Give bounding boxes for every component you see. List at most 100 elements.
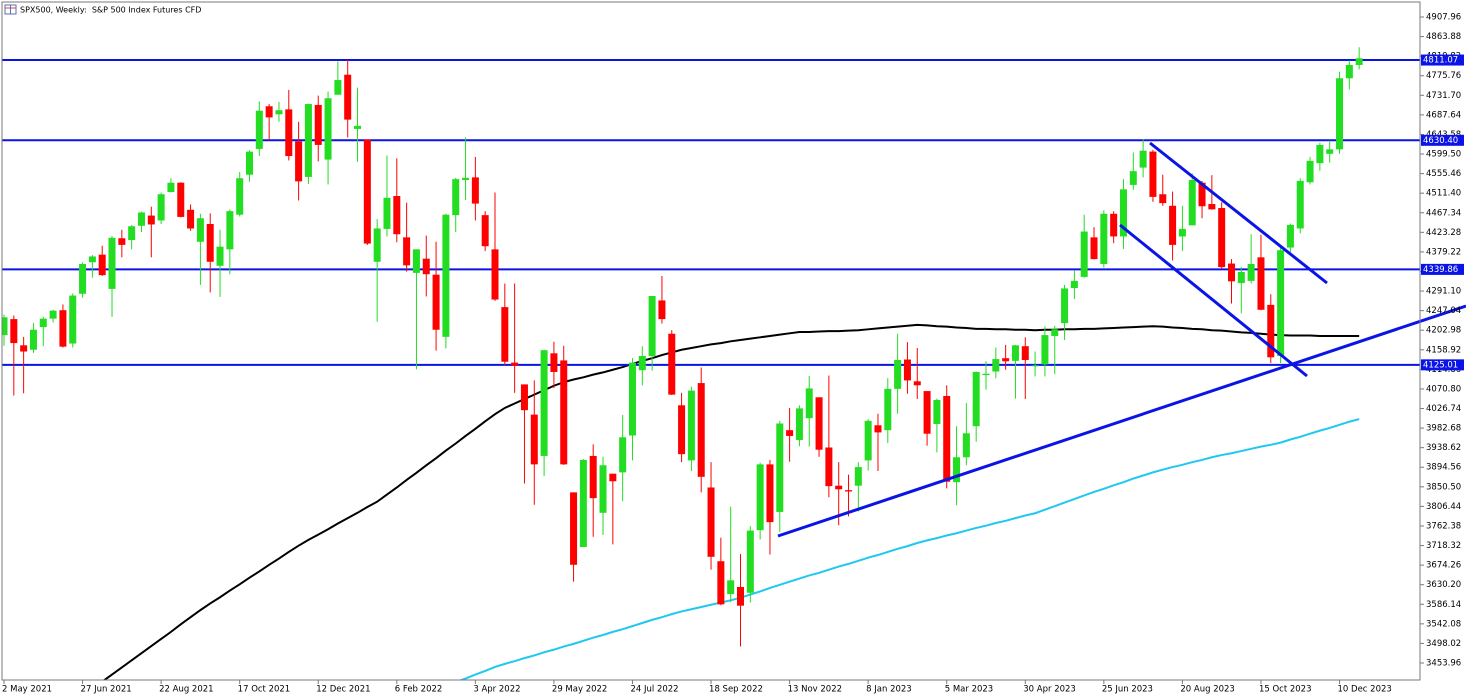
candle-body (1247, 264, 1255, 281)
candle-body (216, 246, 224, 266)
candle-body (196, 218, 204, 242)
candle-body (452, 179, 460, 216)
candle-body (1296, 180, 1304, 229)
candle-body (1169, 205, 1177, 245)
candle-body (727, 580, 735, 595)
candle-body (1336, 78, 1344, 150)
candle-body (1110, 213, 1118, 237)
candle-body (756, 464, 764, 531)
candle-body (1149, 151, 1157, 197)
candle-body (314, 104, 322, 145)
candle-body (530, 414, 538, 465)
candle-body (962, 433, 970, 458)
x-tick-label: 2 May 2021 (2, 685, 52, 695)
y-tick-label: 4863.88 (1426, 32, 1461, 42)
candle-body (1021, 346, 1029, 360)
candle-body (187, 209, 195, 229)
candle-body (246, 151, 253, 175)
candle-body (1208, 204, 1216, 210)
channel-line (1119, 223, 1308, 378)
y-tick-label: 4511.40 (1426, 189, 1461, 199)
candle-body (1090, 237, 1098, 260)
candle-body (1326, 149, 1334, 154)
level-label: 4125.01 (1423, 360, 1458, 370)
candle-body (236, 178, 244, 215)
candle-body (953, 457, 961, 483)
candle-body (737, 587, 744, 606)
y-tick-label: 4731.70 (1426, 91, 1461, 101)
candle-body (403, 237, 411, 266)
y-tick-label: 4379.22 (1426, 247, 1461, 257)
x-tick-label: 17 Oct 2021 (238, 685, 291, 695)
candle-body (520, 384, 528, 411)
moving-average (458, 418, 1360, 680)
candle-body (874, 425, 882, 433)
candle-body (805, 388, 813, 419)
x-tick-label: 6 Feb 2022 (395, 685, 443, 695)
y-tick-label: 4158.92 (1426, 345, 1461, 355)
candle-body (1277, 250, 1285, 356)
candle-body (422, 258, 430, 275)
candle-body (786, 430, 794, 436)
moving-average (102, 323, 1360, 680)
candle-body (157, 194, 165, 221)
y-tick-label: 3586.14 (1426, 600, 1461, 610)
candle-body (334, 80, 342, 95)
y-tick-label: 3982.68 (1426, 424, 1461, 434)
candle-body (167, 182, 175, 193)
candle-body (255, 110, 263, 149)
x-tick-label: 18 Sep 2022 (709, 685, 763, 695)
candle-body (393, 196, 401, 235)
candle-body (894, 359, 902, 389)
candle-body (658, 300, 666, 320)
candle-body (1041, 335, 1049, 365)
x-tick-label: 25 Jun 2023 (1102, 685, 1153, 695)
candle-body (481, 215, 489, 247)
candle-body (206, 224, 214, 262)
candle-body (1237, 272, 1245, 284)
candle-body (1159, 194, 1167, 204)
y-tick-label: 3806.44 (1426, 502, 1461, 512)
candle-body (69, 295, 77, 344)
candle-body (1100, 213, 1108, 265)
candle-body (491, 249, 499, 300)
candle-body (442, 214, 450, 337)
candle-body (1345, 64, 1353, 79)
candle-body (2, 317, 8, 336)
candle-body (147, 215, 155, 225)
x-tick-label: 24 Jul 2022 (630, 685, 678, 695)
candle-body (432, 274, 440, 330)
x-tick-label: 3 Apr 2022 (473, 685, 520, 695)
candle-body (540, 350, 548, 456)
candle-body (992, 359, 1000, 372)
candle-body (1051, 329, 1059, 336)
candle-body (923, 391, 931, 434)
y-tick-label: 4202.98 (1426, 326, 1461, 336)
candle-body (137, 212, 145, 226)
candle-body (589, 455, 597, 499)
trend-line (777, 304, 1466, 538)
candle-body (29, 329, 37, 350)
candle-body (511, 362, 519, 366)
candle-body (776, 423, 784, 512)
y-tick-label: 3894.56 (1426, 463, 1461, 473)
candle-body (550, 353, 558, 372)
candle-body (59, 310, 67, 347)
y-tick-label: 4467.34 (1426, 208, 1461, 218)
y-tick-label: 3762.38 (1426, 521, 1461, 531)
candle-body (707, 487, 715, 557)
candle-body (972, 371, 980, 427)
candle-body (49, 310, 57, 319)
candle-body (1061, 288, 1069, 324)
candle-body (1002, 358, 1010, 362)
candle-body (1119, 189, 1127, 237)
candle-body (835, 485, 843, 490)
candle-body (1129, 171, 1137, 185)
y-tick-label: 4687.64 (1426, 110, 1461, 120)
candle-body (383, 197, 391, 229)
level-label: 4630.40 (1423, 136, 1458, 146)
candle-body (560, 360, 568, 465)
y-tick-label: 4070.80 (1426, 384, 1461, 394)
